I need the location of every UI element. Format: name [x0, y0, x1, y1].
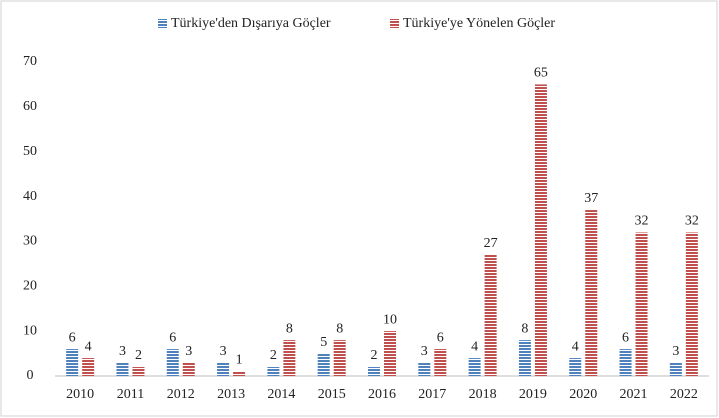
bar	[132, 367, 145, 376]
value-label: 32	[635, 214, 649, 229]
x-tick-label: 2011	[117, 387, 144, 402]
bar	[434, 349, 447, 376]
bar	[317, 353, 330, 376]
x-tick-label: 2022	[670, 387, 698, 402]
value-label: 32	[685, 214, 699, 229]
bar	[182, 362, 195, 376]
legend-text: Türkiye'ye Yönelen Göçler	[403, 16, 555, 31]
bar	[166, 349, 179, 376]
y-tick-label: 70	[23, 54, 37, 69]
value-label: 2	[371, 348, 378, 363]
value-label: 6	[169, 330, 176, 345]
bar	[484, 254, 497, 376]
value-label: 3	[185, 344, 192, 359]
x-tick-label: 2018	[469, 387, 497, 402]
y-tick-label: 20	[23, 279, 37, 294]
x-tick-label: 2012	[167, 387, 195, 402]
value-label: 1	[236, 353, 243, 368]
bar	[635, 232, 648, 376]
y-tick-label: 40	[23, 189, 37, 204]
value-label: 6	[437, 330, 444, 345]
bar	[233, 371, 246, 376]
x-tick-label: 2010	[66, 387, 94, 402]
bar	[368, 367, 380, 376]
value-label: 8	[521, 321, 528, 336]
legend-swatch	[158, 19, 167, 28]
bar	[518, 340, 531, 376]
bar	[82, 358, 95, 376]
value-label: 3	[421, 344, 428, 359]
bar	[685, 232, 698, 376]
legend-swatch	[390, 19, 399, 28]
bar	[585, 210, 598, 376]
bar	[217, 362, 230, 376]
bar	[116, 362, 129, 376]
bar	[619, 349, 632, 376]
value-label: 2	[270, 348, 277, 363]
y-tick-label: 30	[23, 234, 37, 249]
y-tick-label: 0	[27, 368, 34, 383]
value-label: 8	[286, 321, 293, 336]
x-tick-label: 2013	[217, 387, 245, 402]
x-tick-label: 2014	[267, 387, 295, 402]
bar	[384, 331, 396, 376]
value-label: 4	[572, 339, 579, 354]
bar	[333, 340, 346, 376]
value-label: 6	[622, 330, 629, 345]
bar	[66, 349, 79, 376]
x-tick-label: 2017	[418, 387, 446, 402]
value-label: 2	[135, 348, 142, 363]
value-label: 6	[69, 330, 76, 345]
y-tick-label: 60	[23, 99, 37, 114]
bar	[669, 362, 682, 376]
value-label: 27	[484, 236, 498, 251]
legend-text: Türkiye'den Dışarıya Göçler	[171, 16, 331, 31]
bar	[569, 358, 582, 376]
bar	[534, 84, 547, 376]
value-label: 8	[336, 321, 343, 336]
bar	[267, 367, 280, 376]
value-label: 10	[383, 312, 397, 327]
value-label: 3	[672, 344, 679, 359]
value-label: 3	[119, 344, 126, 359]
value-label: 5	[320, 335, 327, 350]
value-label: 65	[534, 66, 548, 81]
bar	[418, 362, 431, 376]
value-label: 3	[220, 344, 227, 359]
x-tick-label: 2016	[368, 387, 396, 402]
x-tick-label: 2019	[519, 387, 547, 402]
x-tick-label: 2021	[620, 387, 648, 402]
value-label: 4	[85, 339, 92, 354]
y-tick-label: 10	[23, 323, 37, 338]
bar	[468, 358, 481, 376]
y-tick-label: 50	[23, 144, 37, 159]
value-label: 4	[471, 339, 478, 354]
x-tick-label: 2015	[318, 387, 346, 402]
value-label: 37	[584, 191, 598, 206]
x-tick-label: 2020	[569, 387, 597, 402]
bar	[283, 340, 296, 376]
